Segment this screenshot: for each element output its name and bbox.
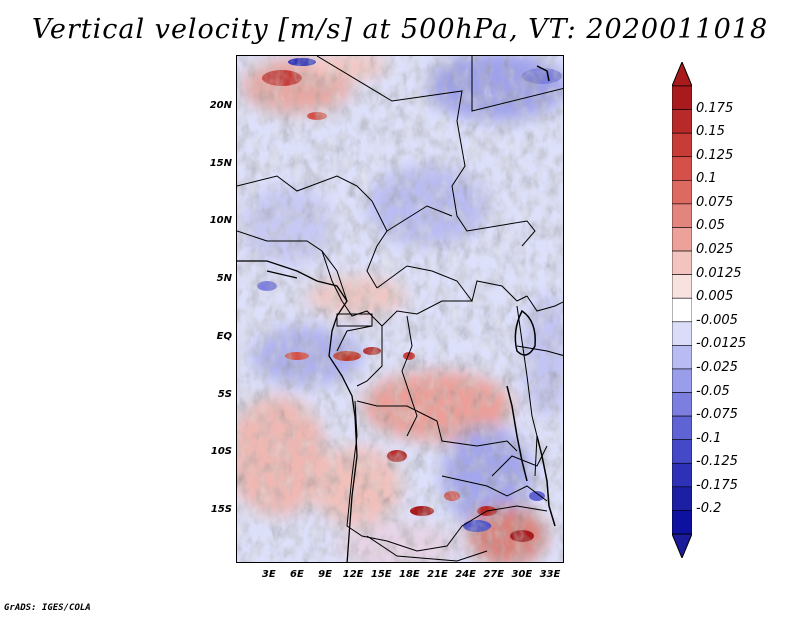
colorbar-tick-label: 0.075 (696, 194, 734, 210)
lon-tick-label: 18E (398, 569, 420, 580)
colorbar-tick-label: -0.075 (696, 407, 738, 423)
colorbar-swatch (672, 156, 692, 181)
lon-tick-label: 12E (342, 569, 364, 580)
lat-tick-label: 10N (209, 215, 232, 227)
vertical-velocity-field (237, 56, 563, 562)
colorbar-swatch (672, 462, 692, 488)
colorbar-tick-label: -0.025 (696, 359, 738, 375)
lon-tick-label: 9E (318, 569, 332, 580)
colorbar-top-arrow (672, 62, 692, 87)
map-panel[interactable] (236, 55, 564, 563)
lat-tick-label: 5N (216, 273, 232, 285)
colorbar-swatch (672, 297, 692, 323)
colorbar-tick-label: -0.1 (696, 430, 722, 446)
colorbar-swatch (672, 368, 692, 393)
colorbar-tick-label: 0.05 (696, 218, 725, 234)
colorbar-swatch (672, 132, 692, 158)
colorbar-tick-label: -0.2 (696, 501, 722, 517)
colorbar-swatch (672, 321, 692, 346)
country-borders (237, 56, 563, 562)
lon-tick-label: 21E (427, 569, 448, 580)
colorbar (672, 62, 692, 558)
lon-tick-label: 15E (370, 569, 392, 580)
colorbar-swatch (672, 415, 692, 440)
colorbar-tick-label: -0.05 (696, 383, 730, 399)
colorbar-swatch (672, 486, 692, 511)
colorbar-swatch (672, 227, 692, 252)
coastline (237, 260, 358, 562)
colorbar-tick-label: 0.0125 (696, 265, 742, 281)
colorbar-bottom-arrow (672, 533, 692, 558)
colorbar-tick-label: 0.175 (696, 100, 734, 116)
colorbar-tick-label: 0.1 (696, 171, 717, 187)
lat-tick-label: 5S (217, 388, 232, 400)
lat-tick-label: 20N (209, 99, 232, 111)
colorbar-swatch (672, 180, 692, 205)
lon-tick-label: 27E (483, 569, 505, 580)
colorbar-swatch (672, 250, 692, 275)
colorbar-swatch (672, 392, 692, 417)
lakes (506, 65, 556, 527)
lon-tick-label: 33E (539, 569, 561, 580)
lon-tick-label: 24E (455, 569, 476, 580)
lat-tick-label: 15N (209, 157, 232, 169)
colorbar-swatch (672, 345, 692, 370)
lon-tick-label: 3E (261, 569, 276, 580)
colorbar-tick-label: 0.025 (696, 242, 734, 258)
colorbar-swatch (672, 510, 692, 535)
colorbar-tick-label: 0.15 (696, 124, 725, 140)
colorbar-tick-label: -0.125 (696, 454, 738, 470)
lat-tick-label: 15S (210, 504, 232, 516)
lon-tick-label: 6E (290, 569, 304, 580)
colorbar-tick-label: 0.125 (696, 147, 734, 163)
colorbar-tick-label: -0.0125 (696, 336, 747, 352)
colorbar-swatch (672, 85, 692, 110)
map-title: Vertical velocity [m/s] at 500hPa, VT: 2… (31, 14, 769, 45)
colorbar-swatch (672, 203, 692, 228)
lon-tick-label: 30E (511, 569, 533, 580)
colorbar-swatch (672, 109, 692, 134)
colorbar-tick-label: -0.005 (696, 312, 738, 328)
colorbar-swatch (672, 439, 692, 464)
colorbar-swatch (672, 274, 692, 299)
lat-tick-label: 10S (210, 446, 232, 458)
colorbar-tick-label: 0.005 (696, 289, 734, 305)
grads-credit: GrADS: IGES/COLA (4, 603, 91, 613)
colorbar-tick-label: -0.175 (696, 477, 738, 493)
lat-tick-label: EQ (216, 330, 232, 342)
